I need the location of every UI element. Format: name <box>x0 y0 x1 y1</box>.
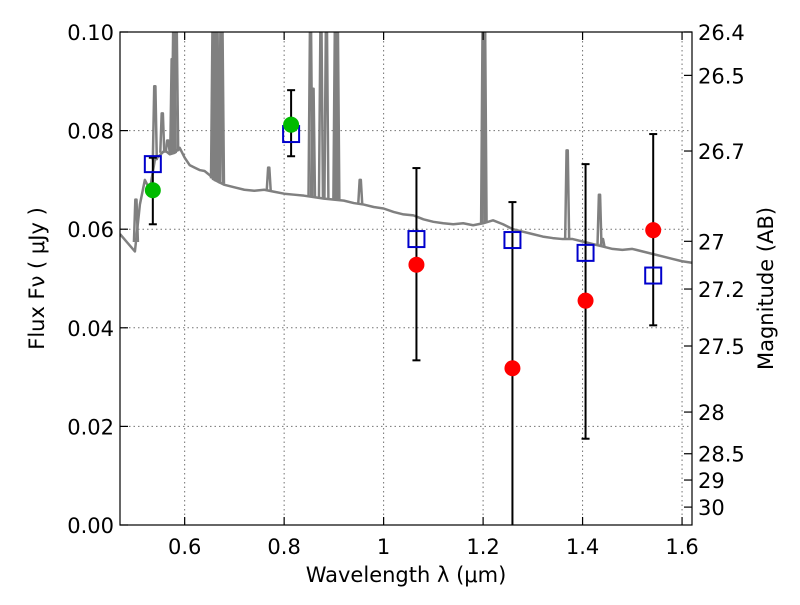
spectrum-line <box>120 146 692 264</box>
x-tick-label: 1 <box>377 535 390 559</box>
observed-flux-point <box>504 360 521 377</box>
axes: 0.6 0.8 1 1.2 1.4 1.6 0.00 0.02 0.04 0.06 0.08 0.10… <box>67 21 745 559</box>
observed-flux-point <box>645 222 662 239</box>
y-tick-label: 0.06 <box>67 218 114 242</box>
right-tick-label: 27.5 <box>698 335 745 359</box>
emission-line-spike <box>132 198 140 243</box>
right-tick-label: 28 <box>698 401 725 425</box>
model-flux-square <box>143 155 162 174</box>
emission-line-spike <box>218 32 226 184</box>
y-tick-label: 0.10 <box>67 21 114 45</box>
x-tick-label: 1.6 <box>665 535 698 559</box>
model-flux-square <box>576 243 595 262</box>
x-tick-label: 0.8 <box>267 535 300 559</box>
emission-line-spike <box>164 139 171 153</box>
model-flux-square <box>503 231 522 250</box>
right-tick-label: 30 <box>698 496 725 520</box>
emission-line-spike <box>172 32 180 152</box>
grid-layer <box>120 32 692 525</box>
right-tick-label: 27 <box>698 230 725 254</box>
emission-line-spike <box>323 32 330 199</box>
y-tick-label: 0.00 <box>67 514 114 538</box>
emission-line-spike <box>309 87 317 198</box>
right-tick-label: 27.2 <box>698 278 745 302</box>
emission-line-spike <box>213 32 221 182</box>
emission-line-spike <box>334 32 341 200</box>
emission-line-spike <box>265 166 272 191</box>
emission-line-spike <box>596 193 603 246</box>
right-tick-label: 26.7 <box>698 140 745 164</box>
emission-line-spike <box>599 237 606 247</box>
emission-line-spike <box>159 112 166 153</box>
x-tick-label: 0.6 <box>168 535 201 559</box>
plot-area <box>120 32 692 525</box>
observed-flux-point <box>408 256 425 273</box>
observed-flux-point <box>283 116 300 133</box>
x-axis-label: Wavelength λ (μm) <box>306 563 507 587</box>
right-tick-label: 29 <box>698 469 725 493</box>
model-flux-square <box>407 230 426 249</box>
observed-flux-point <box>144 182 161 199</box>
plot-frame <box>119 31 693 526</box>
y-tick-label: 0.02 <box>67 415 114 439</box>
y-tick-label: 0.04 <box>67 317 114 341</box>
right-tick-label: 26.4 <box>698 21 745 45</box>
observed-flux-point <box>577 292 594 309</box>
y-axis-label: Flux Fν ( μJy ) <box>25 207 49 350</box>
emission-line-spike <box>563 149 571 240</box>
right-tick-label: 28.5 <box>698 443 745 467</box>
emission-line-spike <box>151 84 159 161</box>
right-axis-label: Magnitude (AB) <box>754 207 778 370</box>
emission-line-spike <box>481 32 488 223</box>
right-tick-label: 26.5 <box>698 64 745 88</box>
y-tick-label: 0.08 <box>67 120 114 144</box>
model-flux-square <box>644 266 663 285</box>
emission-line-spike <box>317 32 325 199</box>
emission-line-spike <box>357 178 364 205</box>
x-tick-label: 1.2 <box>466 535 499 559</box>
plot-clipped <box>120 32 692 525</box>
x-tick-label: 1.4 <box>566 535 599 559</box>
